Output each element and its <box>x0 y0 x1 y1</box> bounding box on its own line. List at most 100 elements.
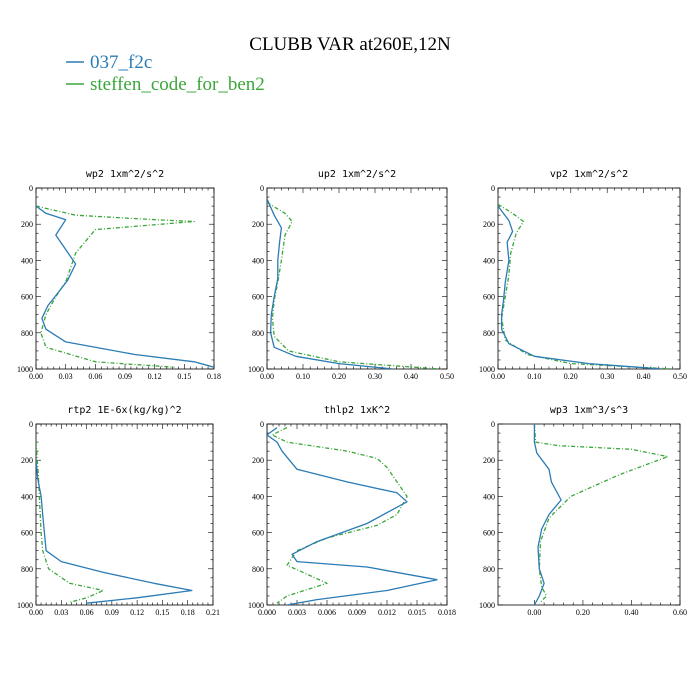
y-tick-label: 1000 <box>479 365 495 374</box>
panel-title: up2 1xm^2/s^2 <box>318 169 396 180</box>
y-tick-label: 1000 <box>248 365 264 374</box>
plot-frame <box>266 423 448 606</box>
x-tick-label: 0.30 <box>600 372 614 381</box>
series-line-1 <box>533 424 562 605</box>
series-line-1 <box>267 427 438 605</box>
y-tick-label: 800 <box>252 329 264 338</box>
plot-frame <box>266 187 448 370</box>
x-tick-label: 0.00 <box>29 372 43 381</box>
y-tick-label: 200 <box>483 220 495 229</box>
y-tick-label: 1000 <box>479 601 495 610</box>
x-tick-label: 0.03 <box>59 372 73 381</box>
panel-1: wp2 1xm^2/s^2 0.00 0.03 0.06 0.09 0.12 0.15 0.1… <box>17 169 221 381</box>
x-tick-label: 0.00 <box>260 372 274 381</box>
series-line-1 <box>267 198 394 369</box>
x-tick-label: 0.000 <box>258 608 276 617</box>
y-tick-label: 800 <box>252 565 264 574</box>
series-line-1 <box>36 460 193 604</box>
x-tick-label: 0.20 <box>576 608 590 617</box>
panel-3: vp2 1xm^2/s^2 0.00 0.10 0.20 0.30 0.40 0.50 0 20… <box>479 169 687 381</box>
y-tick-label: 0 <box>29 184 33 193</box>
x-tick-label: 0.018 <box>438 608 456 617</box>
y-tick-label: 600 <box>21 529 33 538</box>
y-tick-label: 400 <box>252 256 264 265</box>
y-tick-label: 400 <box>483 256 495 265</box>
x-tick-label: 0.40 <box>624 608 638 617</box>
legend-label-series2: steffen_code_for_ben2 <box>90 74 265 95</box>
legend-item-series1: 037_f2c <box>66 52 152 73</box>
x-tick-label: 0.10 <box>527 372 541 381</box>
series-line-2 <box>267 201 440 369</box>
y-tick-label: 600 <box>483 529 495 538</box>
y-tick-label: 200 <box>483 456 495 465</box>
y-tick-label: 400 <box>21 256 33 265</box>
y-tick-label: 1000 <box>17 601 33 610</box>
y-tick-label: 200 <box>21 456 33 465</box>
y-tick-label: 0 <box>491 420 495 429</box>
y-tick-label: 800 <box>483 565 495 574</box>
series-line-2 <box>36 205 195 368</box>
x-tick-label: 0.40 <box>404 372 418 381</box>
legend-label-series1: 037_f2c <box>90 52 152 73</box>
x-tick-label: 0.003 <box>288 608 306 617</box>
x-tick-label: 0.50 <box>673 372 687 381</box>
x-tick-label: 0.012 <box>378 608 396 617</box>
y-tick-label: 400 <box>21 492 33 501</box>
y-tick-label: 600 <box>483 293 495 302</box>
series-line-1 <box>36 205 214 368</box>
y-tick-label: 600 <box>252 293 264 302</box>
series-line-2 <box>271 427 408 604</box>
x-tick-label: 0.00 <box>491 372 505 381</box>
x-tick-label: 0.18 <box>207 372 221 381</box>
x-tick-label: 0.015 <box>408 608 426 617</box>
x-tick-label: 0.15 <box>177 372 191 381</box>
x-tick-label: 0.20 <box>332 372 346 381</box>
x-tick-label: 0.21 <box>206 608 220 617</box>
x-tick-label: 0.09 <box>105 608 119 617</box>
x-tick-label: 0.06 <box>88 372 102 381</box>
panel-title: wp3 1xm^3/s^3 <box>550 405 628 416</box>
y-tick-label: 800 <box>21 329 33 338</box>
y-tick-label: 0 <box>491 184 495 193</box>
series-line-2 <box>36 442 105 603</box>
y-tick-label: 600 <box>21 293 33 302</box>
x-tick-label: 0.009 <box>348 608 366 617</box>
x-tick-label: 0.00 <box>29 608 43 617</box>
y-tick-label: 0 <box>29 420 33 429</box>
x-tick-label: 0.09 <box>118 372 132 381</box>
y-tick-label: 400 <box>252 492 264 501</box>
y-tick-label: 1000 <box>17 365 33 374</box>
y-tick-label: 200 <box>21 220 33 229</box>
x-tick-label: 0.20 <box>564 372 578 381</box>
x-tick-label: 0.18 <box>181 608 195 617</box>
figure-title: CLUBB VAR at260E,12N <box>249 34 451 55</box>
series-line-2 <box>498 203 673 369</box>
x-tick-label: 0.006 <box>318 608 336 617</box>
series-line-1 <box>498 205 662 369</box>
panel-title: rtp2 1E-6x(kg/kg)^2 <box>67 405 181 416</box>
x-tick-label: 0.06 <box>80 608 94 617</box>
x-tick-label: 0.12 <box>148 372 162 381</box>
x-tick-label: 0.15 <box>155 608 169 617</box>
y-tick-label: 1000 <box>248 601 264 610</box>
series-line-2 <box>533 424 669 604</box>
x-tick-label: 0.60 <box>673 608 687 617</box>
panel-title: vp2 1xm^2/s^2 <box>550 169 628 180</box>
panel-title: wp2 1xm^2/s^2 <box>86 169 164 180</box>
x-tick-label: 0.12 <box>130 608 144 617</box>
panel-5: thlp2 1xK^2 0.000 0.003 0.006 0.009 0.012 0.01… <box>248 405 456 617</box>
y-tick-label: 800 <box>21 565 33 574</box>
x-tick-label: 0.50 <box>440 372 454 381</box>
panel-4: rtp2 1E-6x(kg/kg)^2 0.00 0.03 0.06 0.09 0.12 0… <box>17 405 220 617</box>
x-tick-label: 0.03 <box>54 608 68 617</box>
legend: 037_f2c steffen_code_for_ben2 <box>66 52 265 95</box>
panel-grid: wp2 1xm^2/s^2 0.00 0.03 0.06 0.09 0.12 0.15 0.1… <box>17 169 687 617</box>
legend-item-series2: steffen_code_for_ben2 <box>66 74 265 95</box>
panel-2: up2 1xm^2/s^2 0.00 0.10 0.20 0.30 0.40 0.50 0 20… <box>248 169 454 381</box>
y-tick-label: 0 <box>260 184 264 193</box>
plot-frame <box>35 187 215 370</box>
y-tick-label: 0 <box>260 420 264 429</box>
y-tick-label: 400 <box>483 492 495 501</box>
y-tick-label: 200 <box>252 220 264 229</box>
